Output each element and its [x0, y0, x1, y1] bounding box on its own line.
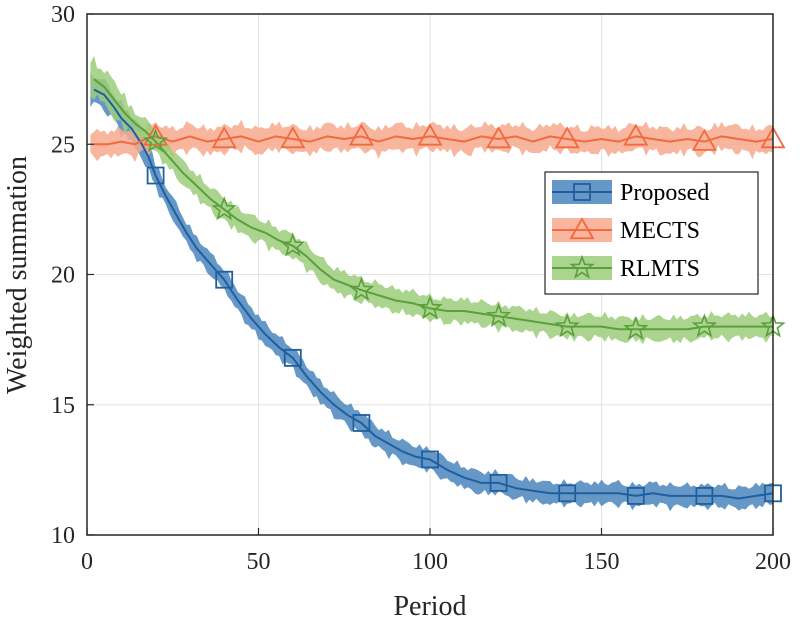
legend-label-mects: MECTS	[620, 218, 700, 244]
x-tick-label: 0	[81, 549, 93, 575]
legend-marker-mects	[569, 217, 595, 240]
legend-label-proposed: Proposed	[620, 180, 709, 206]
rlmts-marker	[623, 315, 649, 340]
y-tick-label: 15	[51, 393, 75, 419]
proposed-marker	[146, 166, 165, 185]
x-axis-label: Period	[393, 591, 466, 622]
proposed-line	[93, 88, 774, 500]
proposed-marker	[215, 270, 234, 289]
rlmts-marker	[348, 276, 375, 301]
y-axis-label: Weighted summation	[2, 156, 33, 394]
proposed-band	[90, 72, 773, 512]
mects-marker	[211, 126, 237, 149]
rlmts-marker	[280, 232, 306, 257]
mects-marker	[143, 123, 169, 146]
mects-marker	[554, 126, 580, 149]
legend-label-rlmts: RLMTS	[620, 256, 700, 282]
rlmts-line	[93, 78, 773, 331]
rlmts-marker	[485, 302, 512, 327]
axis-ticks: 0 50 100 150 200 10 15 20 25 30	[51, 2, 791, 575]
proposed-marker	[695, 487, 714, 505]
mects-marker	[691, 128, 717, 151]
confidence-bands	[90, 55, 773, 512]
proposed-marker	[283, 348, 302, 367]
mects-marker	[280, 126, 306, 149]
mects-band	[90, 119, 773, 163]
y-tick-label: 10	[51, 523, 75, 549]
proposed-marker	[558, 484, 577, 503]
y-tick-label: 20	[51, 263, 75, 289]
series-lines	[93, 78, 774, 500]
x-tick-label: 50	[247, 549, 271, 575]
rlmts-marker	[691, 313, 718, 338]
x-tick-label: 100	[412, 549, 448, 575]
mects-marker	[348, 123, 374, 146]
mects-line	[93, 135, 774, 146]
proposed-marker	[489, 473, 508, 492]
legend-marker-proposed	[573, 183, 591, 201]
y-tick-label: 30	[51, 2, 75, 28]
proposed-marker	[626, 487, 645, 505]
legend-marker-rlmts	[569, 254, 595, 279]
rlmts-marker	[142, 128, 169, 153]
x-tick-label: 150	[584, 549, 620, 575]
mects-marker	[623, 123, 649, 146]
rlmts-marker	[211, 196, 237, 221]
mects-marker	[417, 123, 443, 146]
rlmts-marker	[554, 313, 580, 338]
y-tick-label: 25	[51, 132, 75, 158]
rlmts-marker	[417, 295, 443, 320]
x-tick-label: 200	[755, 549, 791, 575]
mects-marker	[486, 126, 512, 149]
legend: Proposed MECTS RLMTS	[544, 171, 759, 295]
proposed-marker	[421, 450, 439, 469]
proposed-marker	[352, 414, 371, 432]
